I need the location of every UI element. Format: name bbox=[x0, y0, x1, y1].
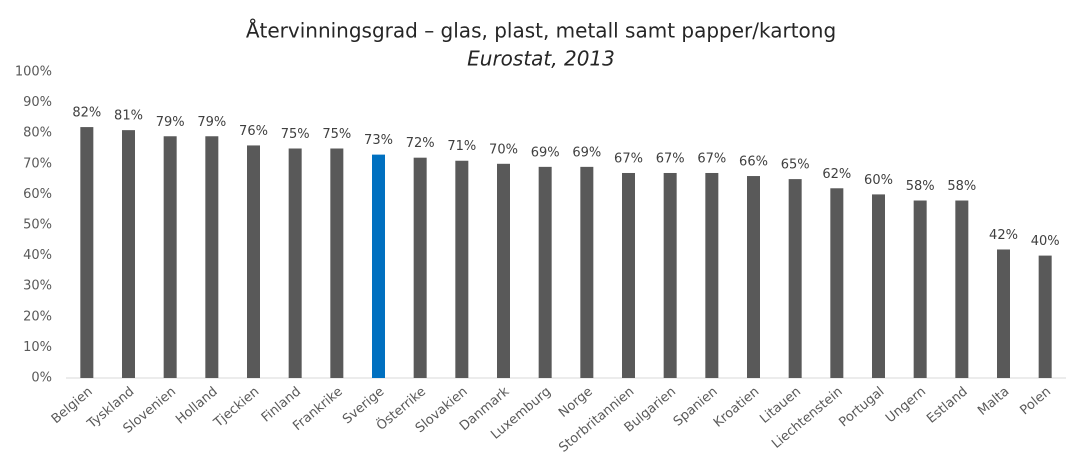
x-tick-label: Estland bbox=[924, 384, 971, 426]
value-label: 62% bbox=[822, 167, 851, 182]
y-tick-label: 30% bbox=[23, 279, 52, 294]
bar bbox=[455, 160, 469, 378]
value-label: 58% bbox=[906, 179, 935, 194]
value-label: 40% bbox=[1031, 234, 1060, 249]
value-label: 67% bbox=[656, 151, 685, 166]
bar bbox=[413, 157, 427, 378]
value-label: 69% bbox=[531, 145, 560, 160]
y-tick-label: 70% bbox=[23, 156, 52, 171]
bar bbox=[997, 249, 1010, 378]
value-label: 75% bbox=[281, 127, 310, 142]
value-label: 81% bbox=[114, 109, 143, 124]
y-tick-label: 50% bbox=[23, 218, 52, 233]
value-label: 65% bbox=[781, 158, 810, 173]
y-tick-label: 100% bbox=[15, 65, 52, 80]
bar bbox=[622, 172, 635, 378]
x-tick-label: Malta bbox=[975, 384, 1012, 419]
bar bbox=[872, 194, 885, 378]
bar bbox=[913, 200, 927, 378]
x-tick-label: Liechtenstein bbox=[769, 384, 846, 452]
bar bbox=[122, 130, 135, 378]
bar bbox=[955, 200, 969, 378]
bar bbox=[705, 172, 719, 378]
bar bbox=[330, 148, 344, 378]
value-label: 75% bbox=[322, 127, 351, 142]
x-tick-label: Portugal bbox=[836, 384, 887, 430]
x-tick-label: Polen bbox=[1017, 384, 1054, 418]
value-label: 58% bbox=[947, 179, 976, 194]
y-tick-label: 80% bbox=[23, 126, 52, 141]
bar bbox=[247, 145, 260, 378]
value-label: 71% bbox=[447, 139, 476, 154]
value-label: 66% bbox=[739, 155, 768, 170]
bar bbox=[830, 188, 844, 378]
value-label: 42% bbox=[989, 228, 1018, 243]
bar bbox=[663, 172, 677, 378]
value-label: 70% bbox=[489, 142, 518, 157]
value-label: 73% bbox=[364, 133, 393, 148]
bar bbox=[747, 176, 760, 378]
y-tick-label: 20% bbox=[23, 309, 52, 324]
x-tick-label: Tjeckien bbox=[210, 384, 262, 431]
bar bbox=[538, 166, 552, 378]
chart-title: Återvinningsgrad – glas, plast, metall s… bbox=[246, 19, 836, 43]
bar bbox=[580, 166, 594, 378]
value-label: 79% bbox=[156, 115, 185, 130]
x-tick-label: Ungern bbox=[883, 384, 929, 426]
y-tick-label: 0% bbox=[31, 371, 52, 386]
y-tick-label: 60% bbox=[23, 187, 52, 202]
bar bbox=[497, 163, 510, 378]
value-label: 69% bbox=[572, 145, 601, 160]
y-tick-label: 90% bbox=[23, 95, 52, 110]
value-label: 60% bbox=[864, 173, 893, 188]
value-label: 67% bbox=[697, 151, 726, 166]
bar bbox=[205, 136, 219, 378]
value-label: 82% bbox=[72, 106, 101, 121]
bar bbox=[163, 136, 177, 378]
value-label: 72% bbox=[406, 136, 435, 151]
value-label: 67% bbox=[614, 151, 643, 166]
bar bbox=[1038, 255, 1052, 378]
x-tick-label: Kroatien bbox=[711, 384, 762, 430]
y-tick-label: 40% bbox=[23, 248, 52, 263]
y-tick-label: 10% bbox=[23, 340, 52, 355]
x-tick-label: Storbritannien bbox=[556, 384, 637, 455]
value-label: 79% bbox=[197, 115, 226, 130]
bar bbox=[372, 154, 385, 378]
value-label: 76% bbox=[239, 124, 268, 139]
bar bbox=[80, 127, 94, 378]
chart-subtitle: Eurostat, 2013 bbox=[467, 47, 615, 71]
bar bbox=[288, 148, 302, 378]
bar bbox=[788, 179, 802, 378]
